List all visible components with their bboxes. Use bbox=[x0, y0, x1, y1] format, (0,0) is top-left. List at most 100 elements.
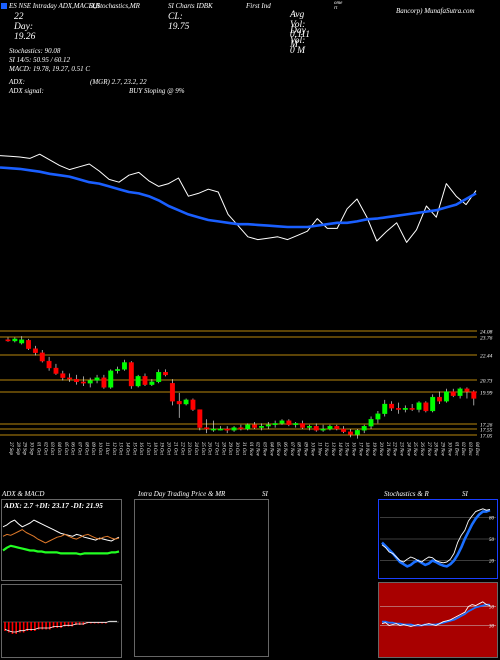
candle-down bbox=[238, 427, 244, 430]
price-level-label: 23.76 bbox=[480, 336, 493, 342]
candle-down bbox=[142, 376, 148, 385]
date-tick-label: 04 Dec bbox=[474, 442, 479, 457]
date-tick-label: 21 Oct bbox=[172, 442, 177, 456]
adx-mid: (MGR) 2.7, 23.2, 22 bbox=[90, 78, 147, 86]
candle-up bbox=[211, 428, 216, 431]
date-tick-label: 02 Nov bbox=[255, 442, 260, 457]
candle-up bbox=[87, 380, 93, 384]
date-tick-label: 27 Oct bbox=[214, 442, 219, 456]
macd-signal-line bbox=[4, 620, 117, 633]
date-tick-label: 24 Nov bbox=[405, 442, 410, 457]
candle-up bbox=[19, 339, 25, 344]
date-tick-label: 15 Oct bbox=[131, 442, 136, 456]
date-tick-label: 14 Nov bbox=[337, 442, 342, 457]
intraday-panel-si: SI bbox=[262, 490, 268, 498]
price-level-label: 24.08 bbox=[480, 329, 493, 336]
candle-down bbox=[464, 388, 470, 392]
date-tick-label: 21 Nov bbox=[385, 442, 390, 457]
adx-panel-subtitle: ADX: 2.7 +DI: 23.17 -DI: 21.95 bbox=[3, 501, 103, 510]
date-tick-label: 10 Nov bbox=[309, 442, 314, 457]
candle-up bbox=[122, 362, 127, 370]
plus-di-line bbox=[2, 519, 120, 542]
date-tick-label: 24 Oct bbox=[193, 442, 198, 456]
date-tick-label: 04 Oct bbox=[56, 442, 61, 456]
date-tick-label: 11 Oct bbox=[104, 442, 109, 455]
date-tick-label: 16 Oct bbox=[138, 442, 143, 456]
chart-of: SI Charts IDBK bbox=[168, 2, 213, 10]
day-vol: Day Vol: 0 M bbox=[290, 26, 306, 56]
date-tick-label: 26 Oct bbox=[207, 442, 212, 456]
date-tick-label: 09 Nov bbox=[303, 442, 308, 457]
candle-down bbox=[60, 373, 66, 378]
adx-panel: ADX: 2.7 +DI: 23.17 -DI: 21.95 bbox=[1, 499, 122, 581]
si-line bbox=[381, 601, 491, 627]
stoch-value: Stochastics: 90.08 bbox=[9, 47, 61, 55]
candle-down bbox=[252, 424, 258, 428]
minus-di-line bbox=[2, 529, 120, 544]
price-level-label: 17.26 bbox=[480, 423, 493, 429]
candle-down bbox=[204, 427, 210, 430]
close-price: CL: 19.75 bbox=[168, 12, 190, 32]
price-level-label: 20.73 bbox=[480, 379, 493, 385]
intraday-panel-title: Intra Day Trading Price & MR bbox=[138, 490, 226, 498]
date-tick-label: 17 Oct bbox=[145, 442, 150, 456]
date-tick-label: 31 Oct bbox=[241, 442, 246, 456]
date-tick-label: 05 Nov bbox=[275, 442, 280, 457]
stoch-panel-si: SI bbox=[462, 490, 468, 498]
date-tick-label: 11 Nov bbox=[316, 442, 321, 456]
si-level-label: 30 bbox=[489, 625, 495, 630]
date-tick-label: 03 Dec bbox=[467, 442, 472, 457]
date-tick-label: 07 Nov bbox=[289, 442, 294, 457]
candle-up bbox=[293, 423, 299, 425]
stoch-title: SI,Stochastics,MR bbox=[89, 2, 140, 10]
date-tick-label: 25 Oct bbox=[200, 442, 205, 456]
symbol-line: ES NSE Intraday ADX,MACD,R bbox=[9, 2, 100, 10]
date-tick-label: 12 Oct bbox=[111, 442, 116, 456]
logo-square-icon bbox=[1, 3, 7, 9]
adx-line bbox=[2, 544, 120, 556]
date-tick-label: 06 Nov bbox=[282, 442, 287, 457]
intraday-panel bbox=[134, 499, 269, 657]
candle-down bbox=[163, 372, 168, 376]
date-tick-label: 19 Oct bbox=[159, 442, 164, 456]
candle-up bbox=[272, 423, 278, 425]
date-tick-label: 16 Nov bbox=[351, 442, 356, 457]
candle-up bbox=[306, 426, 312, 428]
stoch-level-label: 50 bbox=[489, 538, 495, 543]
adx-signal-value: BUY Sloping @ 9% bbox=[129, 87, 185, 95]
candle-up bbox=[443, 391, 449, 402]
date-tick-label: 27 Nov bbox=[426, 442, 431, 457]
date-tick-label: 28 Oct bbox=[220, 442, 225, 456]
stochastics-panel: 80 50 20 bbox=[378, 499, 498, 579]
candle-up bbox=[12, 338, 18, 342]
candle-down bbox=[74, 378, 79, 383]
candle-down bbox=[169, 383, 175, 402]
candle-down bbox=[224, 428, 230, 431]
date-tick-label: 30 Oct bbox=[234, 442, 239, 456]
si-level-label: 50 bbox=[489, 606, 495, 611]
adx-signal-label: ADX signal: bbox=[9, 87, 44, 95]
candle-up bbox=[382, 403, 388, 414]
candle-down bbox=[197, 409, 203, 428]
date-tick-label: 29 Oct bbox=[227, 442, 232, 456]
candle-up bbox=[430, 396, 436, 412]
candle-down bbox=[423, 402, 429, 412]
candle-down bbox=[313, 426, 319, 431]
candle-up bbox=[368, 419, 374, 427]
price-ma-chart bbox=[0, 153, 477, 243]
price-line bbox=[0, 153, 477, 243]
date-tick-label: 04 Nov bbox=[268, 442, 273, 457]
candle-down bbox=[395, 408, 401, 410]
date-tick-label: 28 Sep bbox=[15, 442, 20, 456]
candle-up bbox=[354, 430, 360, 435]
si-signal-line bbox=[382, 603, 490, 627]
candle-up bbox=[416, 402, 422, 410]
date-tick-label: 22 Oct bbox=[179, 442, 184, 456]
date-tick-label: 13 Nov bbox=[330, 442, 335, 457]
candle-down bbox=[5, 339, 11, 342]
si-panel: 50 30 bbox=[378, 582, 498, 658]
candle-up bbox=[245, 424, 251, 430]
candle-up bbox=[327, 426, 333, 430]
date-tick-label: 14 Oct bbox=[124, 442, 129, 456]
